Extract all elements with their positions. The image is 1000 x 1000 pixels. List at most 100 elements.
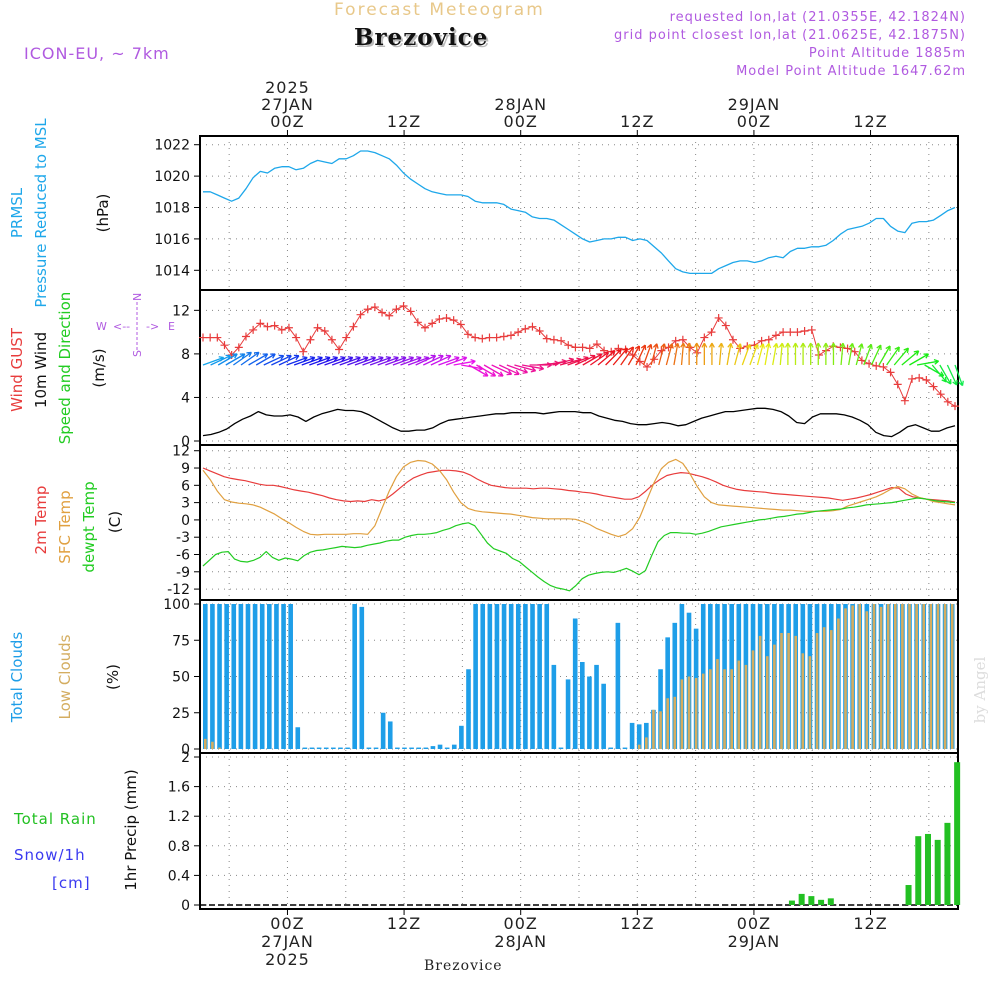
low-cloud-bar <box>737 660 741 749</box>
total-cloud-bar <box>544 604 550 749</box>
gust-marker <box>456 320 465 329</box>
gust-marker <box>671 336 680 345</box>
wind-direction-arrow <box>248 353 269 366</box>
wind-direction-arrow <box>946 364 958 386</box>
compass-arrow-right: -> <box>146 320 159 333</box>
total-cloud-bar <box>558 747 564 749</box>
low-cloud-bar <box>922 604 926 749</box>
wind-direction-arrow <box>642 343 653 366</box>
y-tick-label: 8 <box>181 347 190 363</box>
total-cloud-bar <box>480 604 486 749</box>
y-tick-label: 75 <box>172 633 190 649</box>
gust-marker <box>199 333 207 342</box>
rain-label: Total Rain <box>13 810 97 828</box>
low-cloud-bar <box>780 633 783 749</box>
gust-marker <box>234 343 243 352</box>
gust-marker <box>421 323 430 332</box>
dewpoint-line <box>202 497 956 592</box>
low-cloud-bar <box>794 635 798 749</box>
total-cloud-bar <box>501 604 507 749</box>
wind-direction-arrow <box>612 347 628 366</box>
wind-direction-arrow <box>680 342 687 366</box>
watermark-text: by Angel <box>971 656 989 723</box>
low-cloud-bar <box>730 669 733 749</box>
gust-marker <box>299 347 308 356</box>
gust-marker <box>378 308 387 317</box>
wind-direction-arrow <box>627 345 641 366</box>
low-cloud-bar <box>879 606 883 749</box>
wind-direction-arrow <box>498 364 520 376</box>
low-cloud-bar <box>915 604 918 749</box>
gust-marker <box>514 328 523 337</box>
low-cloud-bar <box>701 673 705 749</box>
total-cloud-bar <box>409 747 414 749</box>
wind-direction-arrow <box>217 353 238 366</box>
total-cloud-bar <box>530 604 535 749</box>
low-cloud-bar <box>893 604 897 749</box>
wind-direction-arrow <box>855 343 864 366</box>
low-cloud-bar <box>709 669 712 749</box>
bottom-time-label: 29JAN <box>728 932 781 951</box>
snow-unit-label: [cm] <box>52 874 91 892</box>
gust-marker <box>449 316 458 325</box>
low-cloud-bar <box>829 630 833 749</box>
wind-direction-arrow <box>240 351 260 366</box>
total-cloud-bar <box>274 604 279 749</box>
y-tick-label: 4 <box>181 390 190 406</box>
gust-marker <box>678 335 687 344</box>
footer-location: Brezovice <box>424 958 503 974</box>
gust-marker <box>850 347 859 356</box>
low-cloud-bar <box>680 679 684 749</box>
total-cloud-bar <box>430 746 436 749</box>
y-tick-label: 1020 <box>154 169 190 185</box>
total-cloud-bar <box>444 747 450 749</box>
rain-bar <box>905 885 912 905</box>
total-cloud-bar <box>572 618 578 749</box>
grid-coordinates: grid point closest lon,lat (21.0625E, 42… <box>614 28 966 43</box>
wind-direction-arrow <box>708 342 715 365</box>
bottom-time-label: 12Z <box>853 914 887 933</box>
gust-marker <box>872 361 881 370</box>
gust-marker <box>521 324 530 333</box>
low-cloud-bar <box>844 608 847 749</box>
gust-marker <box>435 315 444 324</box>
gust-marker <box>342 333 351 342</box>
gust-marker <box>277 325 286 334</box>
low-cloud-bar <box>652 709 655 749</box>
precip-unit: 1hr Precip (mm) <box>122 769 140 890</box>
wind-direction-arrow <box>870 344 882 366</box>
bottom-time-label: 00Z <box>270 914 304 933</box>
low-clouds-label: Low Clouds <box>56 634 74 719</box>
gust-marker <box>385 311 394 320</box>
total-cloud-bar <box>665 637 670 749</box>
top-time-label: 29JAN <box>728 95 781 114</box>
bottom-time-label: 12Z <box>620 914 654 933</box>
gust-marker <box>506 331 515 340</box>
gust-marker <box>779 328 788 337</box>
rain-bar <box>827 898 834 905</box>
wind-direction-arrow <box>916 358 940 366</box>
total-cloud-bar <box>551 664 557 749</box>
total-cloud-bar <box>508 604 514 749</box>
gust-marker <box>327 335 336 344</box>
wind-direction-arrow <box>772 342 779 366</box>
wind-direction-arrow <box>423 354 444 366</box>
gust-marker <box>886 368 895 377</box>
total-cloud-bar <box>515 604 521 749</box>
wind-direction-arrow <box>430 354 452 366</box>
gust-marker <box>428 319 437 328</box>
gust-marker <box>714 313 723 322</box>
gust-marker <box>270 321 279 330</box>
total-cloud-bar <box>224 604 229 749</box>
gust-marker <box>413 318 422 327</box>
low-cloud-bar <box>865 611 869 749</box>
low-cloud-bar <box>787 633 790 749</box>
low-cloud-bar <box>637 744 641 749</box>
gust-marker <box>614 344 623 353</box>
total-cloud-bar <box>359 606 365 749</box>
gust-marker <box>929 382 938 391</box>
y-tick-label: 6 <box>181 478 190 494</box>
top-time-label: 00Z <box>737 112 771 131</box>
wind-direction-arrow <box>415 354 437 366</box>
wind-direction-arrow <box>756 343 766 366</box>
